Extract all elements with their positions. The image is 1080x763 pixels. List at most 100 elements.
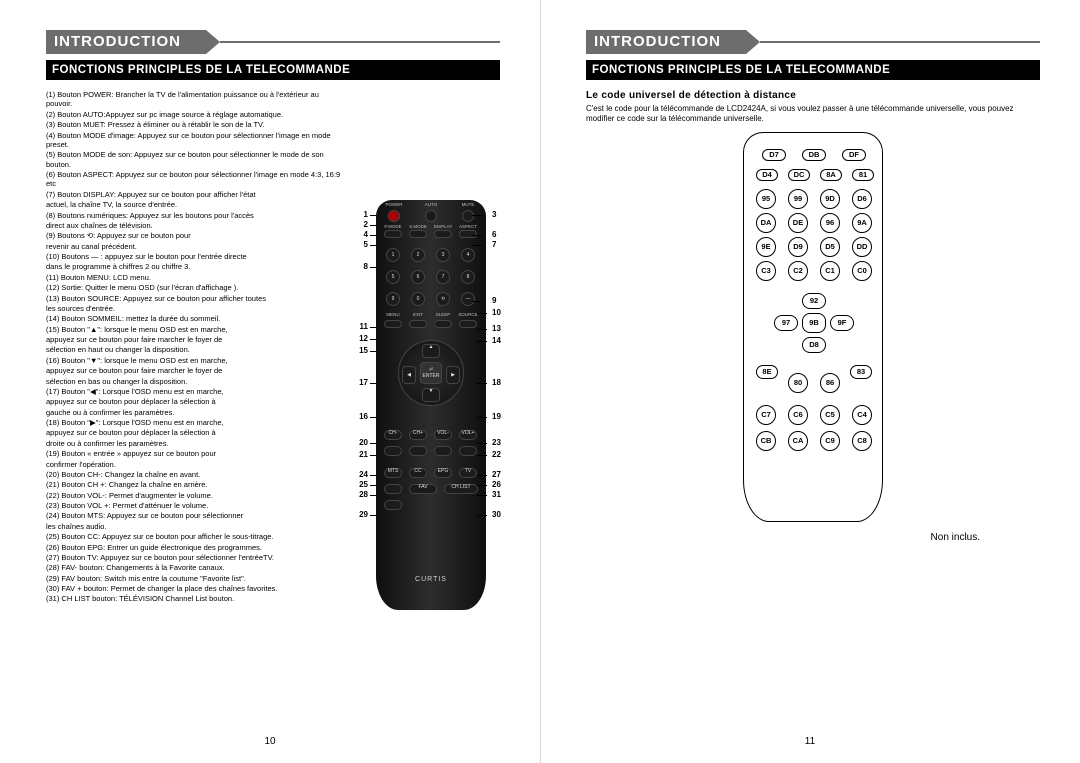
description-line: (14) Bouton SOMMEIL: mettez la durée du …	[46, 314, 346, 323]
callout-30: 30	[492, 510, 501, 519]
callout-18: 18	[492, 378, 501, 387]
description-line: (2) Bouton AUTO:Appuyez sur pc image sou…	[46, 110, 346, 119]
hexcode-cell: C8	[852, 431, 872, 451]
hexcode-cell: 97	[774, 315, 798, 331]
description-line: (15) Bouton "▲": lorsque le menu OSD est…	[46, 325, 346, 334]
description-line: (6) Bouton ASPECT: Appuyez sur ce bouton…	[46, 170, 346, 189]
description-line: revenir au canal précédent.	[46, 242, 346, 251]
callout-5: 5	[352, 240, 368, 249]
callout-19: 19	[492, 412, 501, 421]
non-inclus-label: Non inclus.	[586, 532, 980, 543]
callout-6: 6	[492, 230, 496, 239]
page-11: INTRODUCTION FONCTIONS PRINCIPLES DE LA …	[540, 0, 1080, 763]
p11-text: C'est le code pour la télécommande de LC…	[586, 104, 1040, 124]
hexcode-cell: 80	[788, 373, 808, 393]
p11-subtitle: Le code universel de détection à distanc…	[586, 90, 1040, 101]
hexcode-cell: 8E	[756, 365, 778, 379]
callout-14: 14	[492, 336, 501, 345]
description-line: (3) Bouton MUET: Pressez à éliminer ou à…	[46, 120, 346, 129]
page-number: 10	[0, 736, 540, 747]
hexcode-cell: DB	[802, 149, 826, 161]
description-line: (1) Bouton POWER: Brancher la TV de l'al…	[46, 90, 346, 109]
description-line: (9) Boutons ⟲: Appuyez sur ce bouton pou…	[46, 231, 346, 240]
hexcode-cell: CB	[756, 431, 776, 451]
description-line: (17) Bouton "◀": Lorsque l'OSD menu est …	[46, 387, 346, 396]
hexcode-cell: 83	[850, 365, 872, 379]
description-line: (21) Bouton CH +: Changez la chaîne en a…	[46, 480, 346, 489]
callout-8: 8	[352, 262, 368, 271]
description-line: direct aux chaînes de télévision.	[46, 221, 346, 230]
description-line: les sources d'entrée.	[46, 304, 346, 313]
hexcode-cell: 92	[802, 293, 826, 309]
hexcode-cell: 96	[820, 213, 840, 233]
hexcode-cell: 9B	[802, 313, 826, 333]
banner-title: INTRODUCTION	[594, 30, 721, 54]
remote-diagram: 124581112151716202124252829 POWER AUTO M…	[376, 200, 486, 610]
description-line: (26) Bouton EPG: Entrer un guide électro…	[46, 543, 346, 552]
description-line: appuyez sur ce bouton pour déplacer la s…	[46, 428, 346, 437]
callout-13: 13	[492, 324, 501, 333]
description-line: (30) FAV + bouton: Permet de changer la …	[46, 584, 346, 593]
description-list: (1) Bouton POWER: Brancher la TV de l'al…	[46, 90, 346, 604]
description-line: (12) Sortie: Quitter le menu OSD (sur l'…	[46, 283, 346, 292]
callout-1: 1	[352, 210, 368, 219]
manual-spread: INTRODUCTION FONCTIONS PRINCIPLES DE LA …	[0, 0, 1080, 763]
callout-2: 2	[352, 220, 368, 229]
description-line: (7) Bouton DISPLAY: Appuyez sur ce bouto…	[46, 190, 346, 199]
description-line: les chaînes audio.	[46, 522, 346, 531]
hexcode-cell: 81	[852, 169, 874, 181]
hexcode-cell: C9	[820, 431, 840, 451]
description-line: appuyez sur ce bouton pour faire marcher…	[46, 335, 346, 344]
callout-9: 9	[492, 296, 496, 305]
hexcode-cell: 86	[820, 373, 840, 393]
callout-27: 27	[492, 470, 501, 479]
hexcode-cell: D5	[820, 237, 840, 257]
hexcode-cell: C2	[788, 261, 808, 281]
hexcode-cell: C6	[788, 405, 808, 425]
banner-title: INTRODUCTION	[54, 30, 181, 54]
description-line: gauche ou à confirmer les paramètres.	[46, 408, 346, 417]
hexcode-cell: DE	[788, 213, 808, 233]
description-line: (28) FAV- bouton: Changements à la Favor…	[46, 563, 346, 572]
callout-23: 23	[492, 438, 501, 447]
description-line: (18) Bouton "▶": Lorsque l'OSD menu est …	[46, 418, 346, 427]
hexcode-cell: C0	[852, 261, 872, 281]
callout-12: 12	[352, 334, 368, 343]
hexcode-cell: 9D	[820, 189, 840, 209]
subheader: FONCTIONS PRINCIPLES DE LA TELECOMMANDE	[586, 60, 1040, 80]
description-line: sélection en haut ou changer la disposit…	[46, 345, 346, 354]
callout-17: 17	[352, 378, 368, 387]
description-line: (19) Bouton « entrée » appuyez sur ce bo…	[46, 449, 346, 458]
hexcode-cell: CA	[788, 431, 808, 451]
hexcode-cell: 9A	[852, 213, 872, 233]
callout-26: 26	[492, 480, 501, 489]
callout-24: 24	[352, 470, 368, 479]
description-line: dans le programme à chiffres 2 ou chiffr…	[46, 262, 346, 271]
description-line: appuyez sur ce bouton pour faire marcher…	[46, 366, 346, 375]
hexcode-cell: 8A	[820, 169, 842, 181]
subheader: FONCTIONS PRINCIPLES DE LA TELECOMMANDE	[46, 60, 500, 80]
callout-20: 20	[352, 438, 368, 447]
hexcode-cell: D9	[788, 237, 808, 257]
description-line: (25) Bouton CC: Appuyez sur ce bouton po…	[46, 532, 346, 541]
callout-21: 21	[352, 450, 368, 459]
callout-29: 29	[352, 510, 368, 519]
description-line: confirmer l'opération.	[46, 460, 346, 469]
description-line: droite ou à confirmer les paramètres.	[46, 439, 346, 448]
description-line: (5) Bouton MODE de son: Appuyez sur ce b…	[46, 150, 346, 169]
hexcode-cell: C3	[756, 261, 776, 281]
page-10: INTRODUCTION FONCTIONS PRINCIPLES DE LA …	[0, 0, 540, 763]
description-line: (31) CH LIST bouton: TÉLÉVISION Channel …	[46, 594, 346, 603]
hexcode-cell: C4	[852, 405, 872, 425]
description-line: (11) Bouton MENU: LCD menu.	[46, 273, 346, 282]
hexcode-cell: DC	[788, 169, 810, 181]
remote-outline: D7DBDFD4DC8A8195999DD6DADE969A9ED9D5DDC3…	[743, 132, 883, 522]
hexcode-cell: DA	[756, 213, 776, 233]
hexcode-cell: D6	[852, 189, 872, 209]
callout-4: 4	[352, 230, 368, 239]
brand-label: CURTIS	[376, 576, 486, 583]
hexcode-cell: 9E	[756, 237, 776, 257]
page-number: 11	[540, 736, 1080, 747]
hexcode-cell: 9F	[830, 315, 854, 331]
description-line: (20) Bouton CH-: Changez la chaîne en av…	[46, 470, 346, 479]
